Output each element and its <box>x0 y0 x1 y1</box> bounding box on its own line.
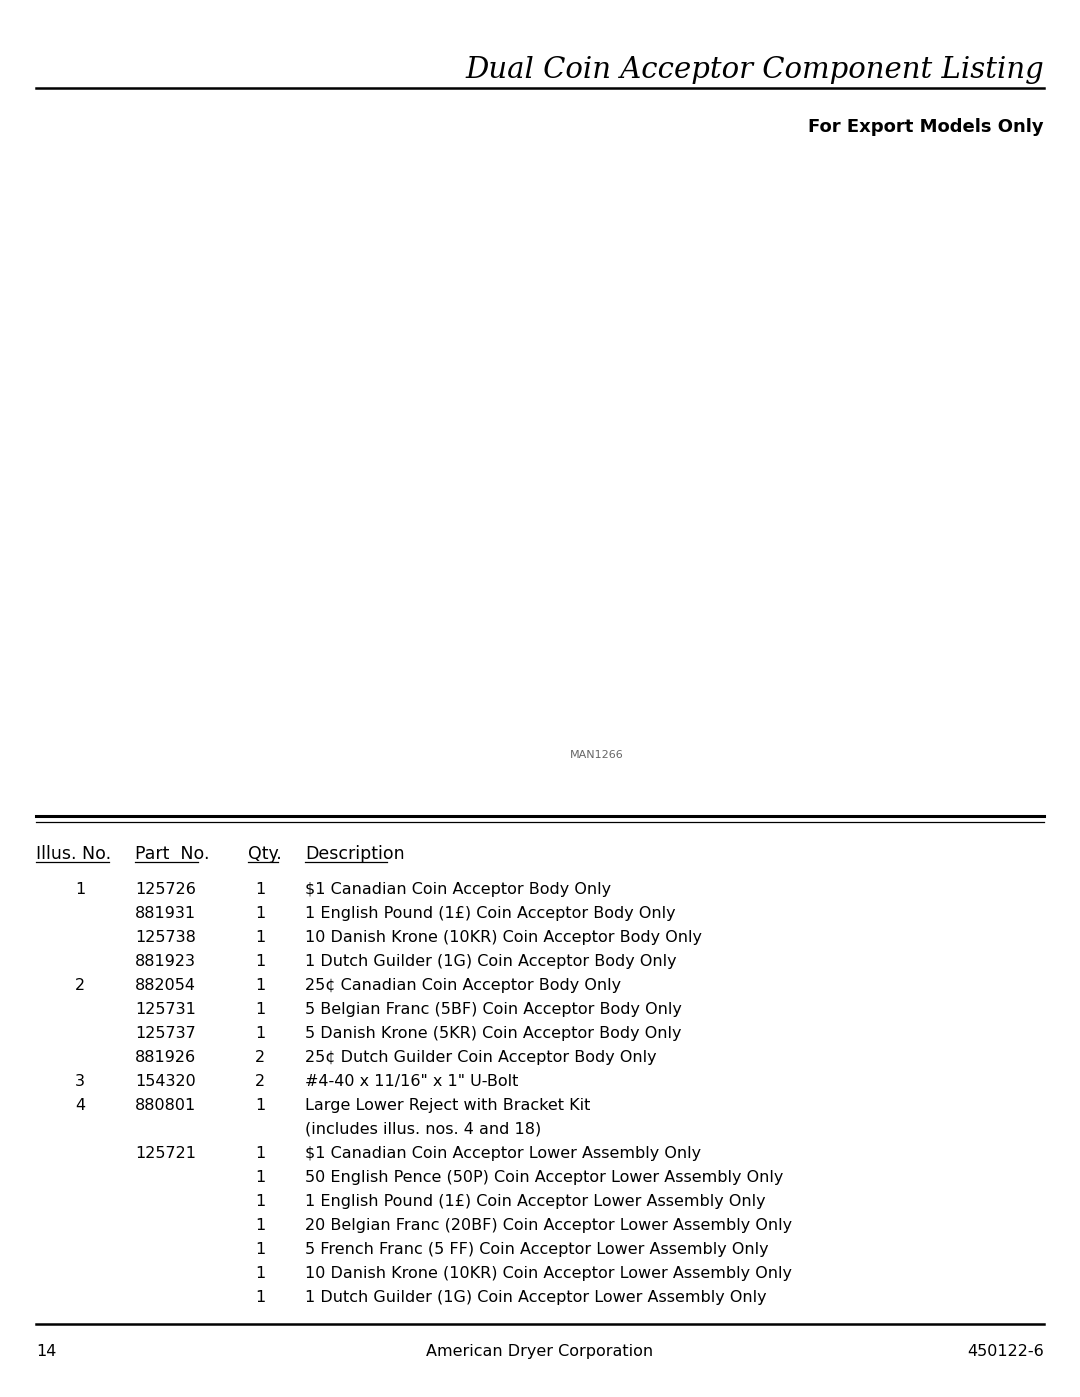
Text: 125726: 125726 <box>135 882 195 897</box>
Text: 3: 3 <box>75 1074 85 1090</box>
Text: 1: 1 <box>255 1002 265 1017</box>
Text: $1 Canadian Coin Acceptor Body Only: $1 Canadian Coin Acceptor Body Only <box>305 882 611 897</box>
Text: 2: 2 <box>255 1051 265 1065</box>
Text: 1: 1 <box>255 907 265 921</box>
Text: 4: 4 <box>75 1098 85 1113</box>
Text: 1 English Pound (1£) Coin Acceptor Lower Assembly Only: 1 English Pound (1£) Coin Acceptor Lower… <box>305 1194 766 1208</box>
Text: 1: 1 <box>255 1289 265 1305</box>
Text: 154320: 154320 <box>135 1074 195 1090</box>
Text: MAN1266: MAN1266 <box>570 750 624 760</box>
Text: 1: 1 <box>255 1218 265 1234</box>
Text: 125721: 125721 <box>135 1146 195 1161</box>
Text: 881926: 881926 <box>135 1051 197 1065</box>
Text: 1: 1 <box>255 1171 265 1185</box>
Text: 1: 1 <box>255 1266 265 1281</box>
Text: 2: 2 <box>75 978 85 993</box>
Text: 1 English Pound (1£) Coin Acceptor Body Only: 1 English Pound (1£) Coin Acceptor Body … <box>305 907 676 921</box>
Text: 10 Danish Krone (10KR) Coin Acceptor Lower Assembly Only: 10 Danish Krone (10KR) Coin Acceptor Low… <box>305 1266 792 1281</box>
Text: American Dryer Corporation: American Dryer Corporation <box>427 1344 653 1359</box>
Text: 125731: 125731 <box>135 1002 195 1017</box>
Text: 1: 1 <box>255 954 265 970</box>
Text: 882054: 882054 <box>135 978 195 993</box>
Text: Large Lower Reject with Bracket Kit: Large Lower Reject with Bracket Kit <box>305 1098 591 1113</box>
Text: 1: 1 <box>255 978 265 993</box>
Text: 1: 1 <box>255 1242 265 1257</box>
Text: 1: 1 <box>255 1098 265 1113</box>
Text: 20 Belgian Franc (20BF) Coin Acceptor Lower Assembly Only: 20 Belgian Franc (20BF) Coin Acceptor Lo… <box>305 1218 792 1234</box>
Text: 1: 1 <box>75 882 85 897</box>
Text: Dual Coin Acceptor Component Listing: Dual Coin Acceptor Component Listing <box>465 56 1044 84</box>
Text: 5 Danish Krone (5KR) Coin Acceptor Body Only: 5 Danish Krone (5KR) Coin Acceptor Body … <box>305 1025 681 1041</box>
Text: (includes illus. nos. 4 and 18): (includes illus. nos. 4 and 18) <box>305 1122 541 1137</box>
Text: 14: 14 <box>36 1344 56 1359</box>
Text: 1 Dutch Guilder (1G) Coin Acceptor Lower Assembly Only: 1 Dutch Guilder (1G) Coin Acceptor Lower… <box>305 1289 767 1305</box>
Text: 25¢ Dutch Guilder Coin Acceptor Body Only: 25¢ Dutch Guilder Coin Acceptor Body Onl… <box>305 1051 657 1065</box>
Text: 50 English Pence (50P) Coin Acceptor Lower Assembly Only: 50 English Pence (50P) Coin Acceptor Low… <box>305 1171 783 1185</box>
Text: 10 Danish Krone (10KR) Coin Acceptor Body Only: 10 Danish Krone (10KR) Coin Acceptor Bod… <box>305 930 702 944</box>
Text: 1: 1 <box>255 1194 265 1208</box>
Text: Description: Description <box>305 845 405 863</box>
Text: For Export Models Only: For Export Models Only <box>808 117 1044 136</box>
Text: 125738: 125738 <box>135 930 195 944</box>
Text: 881931: 881931 <box>135 907 197 921</box>
Text: 2: 2 <box>255 1074 265 1090</box>
Text: 25¢ Canadian Coin Acceptor Body Only: 25¢ Canadian Coin Acceptor Body Only <box>305 978 621 993</box>
Text: #4-40 x 11/16" x 1" U-Bolt: #4-40 x 11/16" x 1" U-Bolt <box>305 1074 518 1090</box>
Text: 125737: 125737 <box>135 1025 195 1041</box>
Text: 1: 1 <box>255 1025 265 1041</box>
Text: 450122-6: 450122-6 <box>968 1344 1044 1359</box>
Text: 1: 1 <box>255 882 265 897</box>
Text: 1: 1 <box>255 930 265 944</box>
Text: 881923: 881923 <box>135 954 195 970</box>
Text: 880801: 880801 <box>135 1098 197 1113</box>
Text: $1 Canadian Coin Acceptor Lower Assembly Only: $1 Canadian Coin Acceptor Lower Assembly… <box>305 1146 701 1161</box>
Text: 5 French Franc (5 FF) Coin Acceptor Lower Assembly Only: 5 French Franc (5 FF) Coin Acceptor Lowe… <box>305 1242 769 1257</box>
Text: Part  No.: Part No. <box>135 845 210 863</box>
Text: 5 Belgian Franc (5BF) Coin Acceptor Body Only: 5 Belgian Franc (5BF) Coin Acceptor Body… <box>305 1002 681 1017</box>
Text: Illus. No.: Illus. No. <box>36 845 111 863</box>
Text: 1 Dutch Guilder (1G) Coin Acceptor Body Only: 1 Dutch Guilder (1G) Coin Acceptor Body … <box>305 954 677 970</box>
Text: Qty.: Qty. <box>248 845 282 863</box>
Text: 1: 1 <box>255 1146 265 1161</box>
